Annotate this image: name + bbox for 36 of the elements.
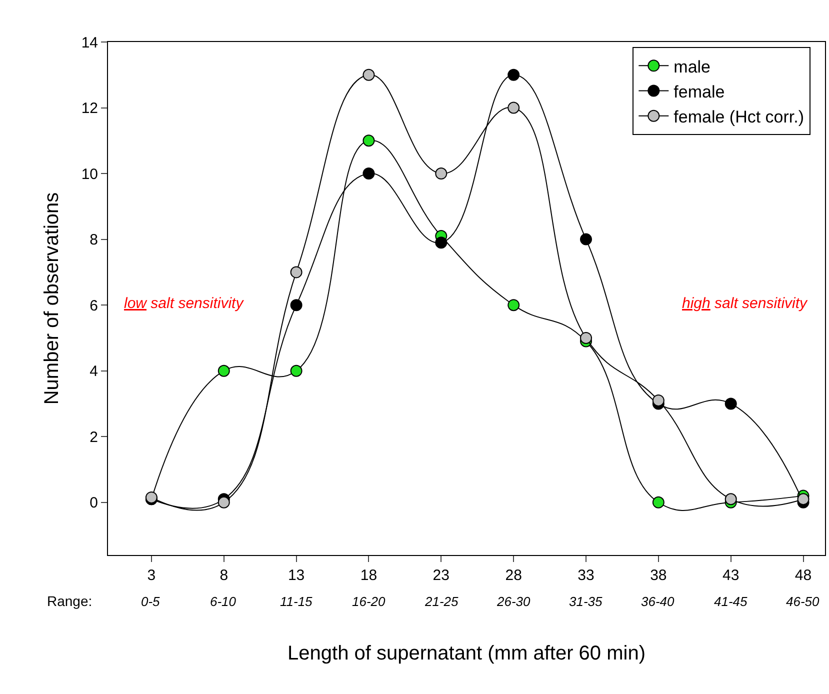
y-tick-label: 6: [90, 297, 98, 314]
y-tick-label: 14: [81, 34, 98, 52]
text: 41-45: [714, 594, 748, 609]
x-tick-label: 23: [432, 567, 450, 584]
y-tick-label: 8: [90, 232, 98, 249]
x-tick-label: 13: [288, 567, 305, 584]
y-tick-label: 2: [90, 428, 98, 446]
x-tick-label: 28: [505, 567, 522, 584]
x-tick-label: 3: [147, 567, 156, 584]
text: 21-25: [424, 594, 460, 609]
y-tick-label: 4: [90, 363, 98, 380]
x-tick-label: 48: [794, 567, 812, 584]
y-tick-label: 12: [81, 100, 98, 118]
y-tick-label: 10: [81, 166, 98, 183]
y-tick-label: 0: [90, 494, 98, 512]
annotation: high salt sensitivity: [682, 295, 809, 312]
text: 31-35: [569, 594, 604, 609]
text: 6-10: [210, 594, 237, 609]
text: 26-30: [496, 594, 532, 609]
x-tick-label: 33: [578, 567, 594, 584]
legend-label: female: [674, 82, 725, 102]
text: Range:: [47, 593, 92, 609]
x-tick-label: 8: [220, 567, 228, 584]
annotation: low salt sensitivity: [124, 295, 245, 312]
x-tick-label: 38: [650, 567, 667, 584]
x-tick-label: 43: [722, 567, 740, 584]
x-tick-label: 18: [360, 567, 378, 584]
text: 16-20: [352, 594, 386, 609]
legend-label: female (Hct corr.): [674, 108, 804, 127]
x-axis-title: Length of supernatant (mm after 60 min): [288, 642, 646, 664]
text: 36-40: [641, 594, 676, 609]
text: 0-5: [141, 594, 161, 609]
y-axis-title: Number of observations: [41, 192, 63, 405]
legend-label: male: [674, 57, 711, 76]
text: 46-50: [786, 594, 820, 609]
text: 11-15: [280, 594, 314, 609]
